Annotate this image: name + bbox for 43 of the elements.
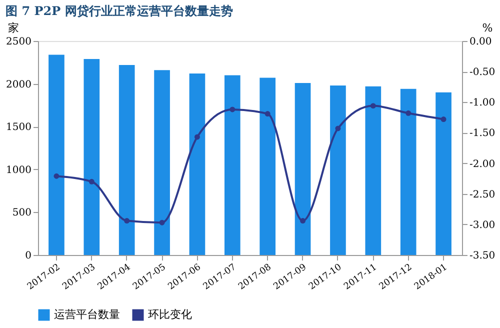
chart-title: 图 7 P2P 网贷行业正常运营平台数量走势 — [6, 4, 233, 18]
y-tick-label: 2000 — [6, 79, 32, 90]
y2-tick-label: -0.50 — [470, 67, 496, 78]
point — [88, 178, 94, 184]
bar — [400, 88, 416, 255]
bar — [84, 58, 100, 255]
bar — [436, 92, 452, 255]
point — [264, 111, 270, 116]
bar — [260, 78, 276, 255]
y-tick-label: 1500 — [6, 122, 32, 134]
point — [406, 110, 412, 116]
legend-label: 环比变化 — [148, 308, 192, 321]
y2-tick-label: -2.00 — [470, 158, 496, 170]
y-tick-label: 2500 — [6, 36, 32, 48]
bar — [330, 86, 346, 255]
legend-label: 运营平台数量 — [54, 308, 120, 321]
y2-tick-label: -1.50 — [470, 128, 496, 140]
y-tick-label: 0 — [25, 250, 32, 262]
point — [54, 173, 60, 179]
y2-tick-label: -1.00 — [470, 98, 496, 109]
y-tick-label: 1000 — [6, 164, 32, 176]
point — [440, 116, 446, 122]
y2-axis-title: % — [482, 22, 493, 34]
point — [335, 126, 341, 132]
y2-tick-label: -3.50 — [470, 250, 496, 262]
point — [159, 220, 165, 226]
y2-tick-label: -3.00 — [470, 220, 496, 231]
bar — [118, 64, 135, 255]
y2-tick-label: 0.00 — [470, 36, 492, 48]
y-axis-title: 家 — [8, 22, 19, 34]
y2-tick-label: -2.50 — [470, 189, 496, 200]
point — [230, 106, 236, 112]
bar — [48, 54, 64, 255]
point — [370, 103, 376, 109]
bar — [189, 74, 206, 255]
bar — [294, 82, 311, 255]
y-tick-label: 500 — [12, 208, 32, 219]
bar — [154, 70, 170, 255]
point — [194, 134, 200, 140]
bar — [224, 75, 240, 255]
point — [124, 218, 130, 224]
point — [300, 218, 306, 224]
bar — [365, 86, 382, 255]
